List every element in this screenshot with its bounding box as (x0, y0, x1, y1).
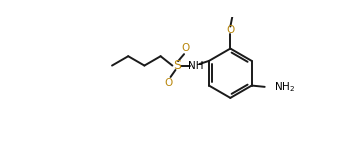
Text: NH: NH (188, 61, 203, 71)
Text: O: O (182, 43, 190, 53)
Text: O: O (226, 25, 235, 35)
Text: O: O (164, 78, 172, 88)
Text: S: S (173, 59, 181, 72)
Text: NH$_2$: NH$_2$ (274, 80, 295, 94)
